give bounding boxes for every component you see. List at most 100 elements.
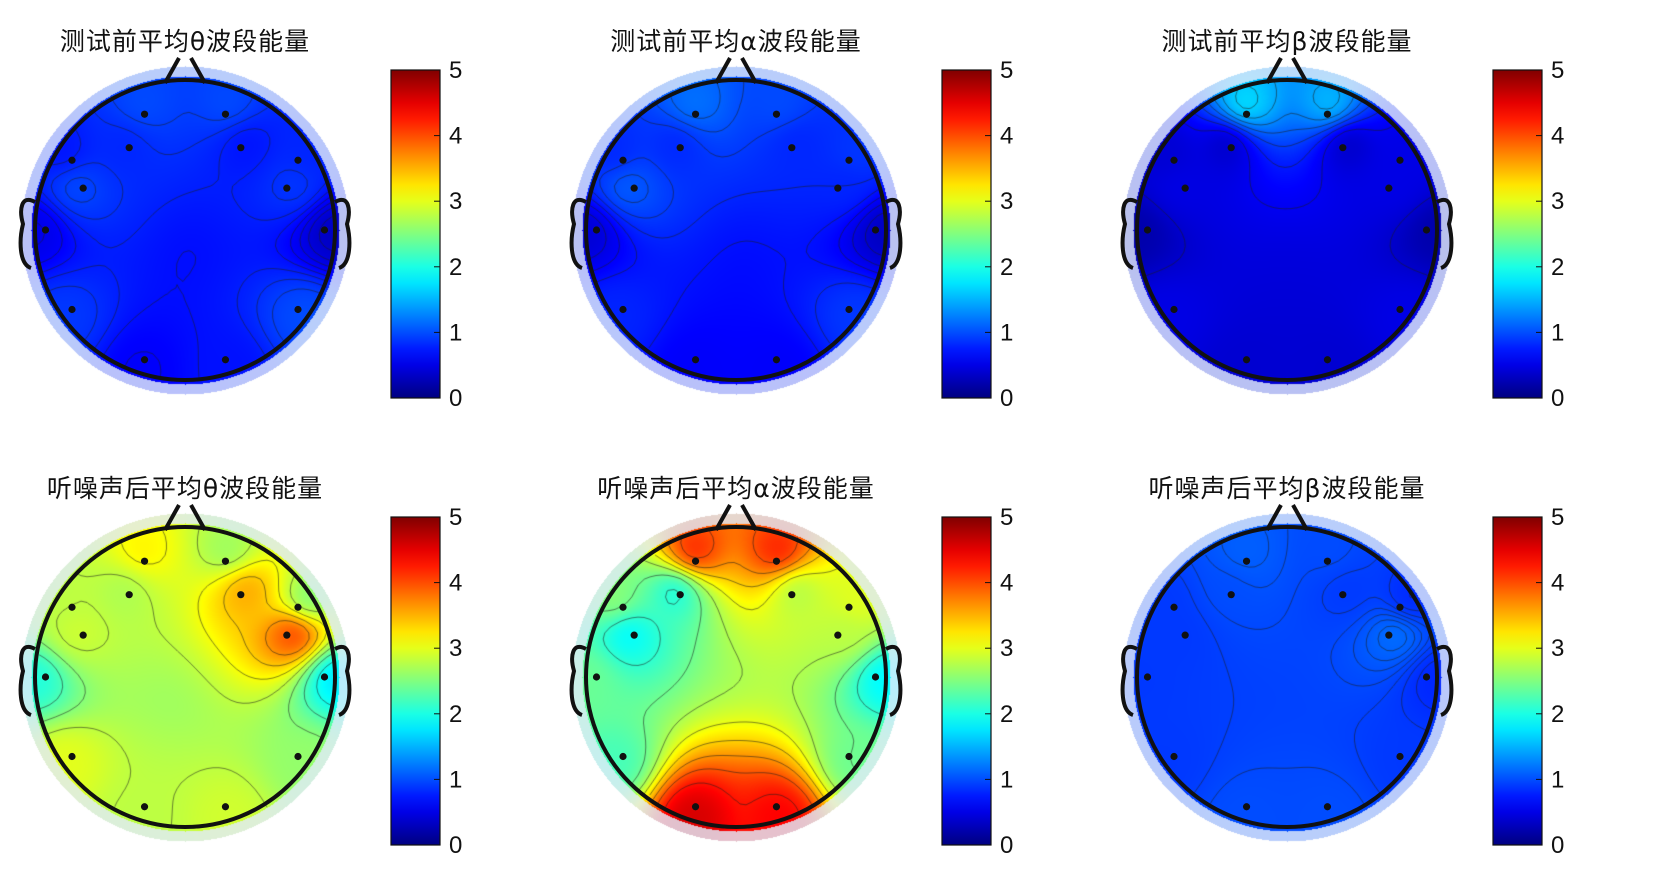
electrode-point [1227,144,1235,152]
colorbar-tick-label: 4 [1551,123,1564,150]
right-ear-icon [885,198,903,270]
electrode-point [1181,631,1189,639]
electrode-point [283,631,291,639]
electrode-point [294,752,302,761]
colorbar-tick-label: 3 [1551,188,1564,215]
topomap-heatmap [15,507,355,847]
electrode-point [871,226,880,234]
right-ear-icon [334,645,352,717]
electrode-point [1396,752,1404,761]
colorbar-tick-label: 4 [1551,570,1564,597]
electrode-point [630,184,638,192]
colorbar-tick-label: 5 [1000,504,1013,531]
right-ear-icon [1436,645,1454,717]
topomap-title: 听噪声后平均α波段能量 [597,474,875,503]
colorbar-tick-label: 5 [449,504,462,531]
colorbar-tick-label: 0 [449,385,462,412]
electrode-point [1323,356,1332,364]
right-ear-icon [334,198,352,270]
colorbar-tick-label: 3 [1000,635,1013,662]
left-ear-icon [18,645,36,717]
electrode-point [1242,557,1251,565]
electrode-point [140,557,149,565]
electrode-point [691,557,700,565]
electrode-point [1181,184,1189,192]
head-outline [33,78,337,382]
electrode-point [320,226,329,234]
electrode-point [140,356,149,364]
electrode-point [294,156,302,164]
electrode-point [772,557,781,565]
electrode-point [691,110,700,118]
electrode-point [1422,226,1431,234]
colorbar-tick-label: 3 [1000,188,1013,215]
nose-icon [714,504,758,531]
topomap-panel: 测试前平均β波段能量 0 1 2 3 4 5 [1102,0,1653,447]
electrode-point [237,144,245,152]
electrode-point [1339,144,1347,152]
electrode-point [140,110,149,118]
electrode-point [41,226,50,234]
colorbar-tick-label: 1 [1551,319,1564,346]
colorbar [1492,516,1543,846]
colorbar-tick-label: 3 [449,635,462,662]
electrode-point [834,631,842,639]
colorbar-tick-label: 0 [449,832,462,859]
electrode-point [1422,673,1431,681]
colorbar-tick-label: 3 [449,188,462,215]
topomap-overlay: 0 1 2 3 4 5 [1120,504,1564,859]
colorbar-tick-label: 5 [449,57,462,84]
topomap-title: 测试前平均α波段能量 [610,27,862,56]
electrode-point [845,156,853,164]
electrode-point [871,673,880,681]
electrode-point [772,356,781,364]
electrode-point [772,803,781,811]
electrode-point [1323,110,1332,118]
electrode-point [294,305,302,314]
colorbar-tick-label: 2 [449,254,462,281]
colorbar-tick-label: 1 [449,319,462,346]
electrode-point [125,591,133,599]
electrode-point [221,803,230,811]
topomap-overlay: 0 1 2 3 4 5 [18,57,462,412]
electrode-point [1170,305,1178,314]
colorbar-tick-label: 0 [1551,385,1564,412]
colorbar-tick-label: 5 [1551,57,1564,84]
electrode-point [68,156,76,164]
left-ear-icon [18,198,36,270]
colorbar-tick-label: 2 [449,701,462,728]
electrode-point [237,591,245,599]
electrode-point [41,673,50,681]
electrode-point [68,752,76,761]
electrode-point [691,803,700,811]
colorbar [390,69,441,399]
electrode-point [1170,752,1178,761]
electrode-point [221,110,230,118]
head-outline [33,525,337,829]
topomap-overlay: 0 1 2 3 4 5 [18,504,462,859]
topomap-panel: 测试前平均α波段能量 0 1 2 3 4 5 [551,0,1102,447]
topomap-heatmap [566,60,906,400]
left-ear-icon [1120,645,1138,717]
colorbar-tick-label: 4 [449,123,462,150]
electrode-point [772,110,781,118]
electrode-point [1385,631,1393,639]
nose-icon [1265,504,1309,531]
head-outline [584,78,888,382]
electrode-point [619,752,627,761]
electrode-point [1143,673,1152,681]
head-outline [1135,525,1439,829]
electrode-point [676,591,684,599]
electrode-point [676,144,684,152]
electrode-point [125,144,133,152]
topomap-title: 测试前平均θ波段能量 [59,27,311,56]
electrode-point [592,673,601,681]
topomap-title: 测试前平均β波段能量 [1161,27,1413,56]
colorbar-tick-label: 5 [1551,504,1564,531]
colorbar-tick-label: 0 [1000,385,1013,412]
colorbar [941,69,992,399]
colorbar-tick-label: 1 [1000,766,1013,793]
electrode-point [619,305,627,314]
electrode-point [1242,110,1251,118]
colorbar-tick-label: 0 [1000,832,1013,859]
